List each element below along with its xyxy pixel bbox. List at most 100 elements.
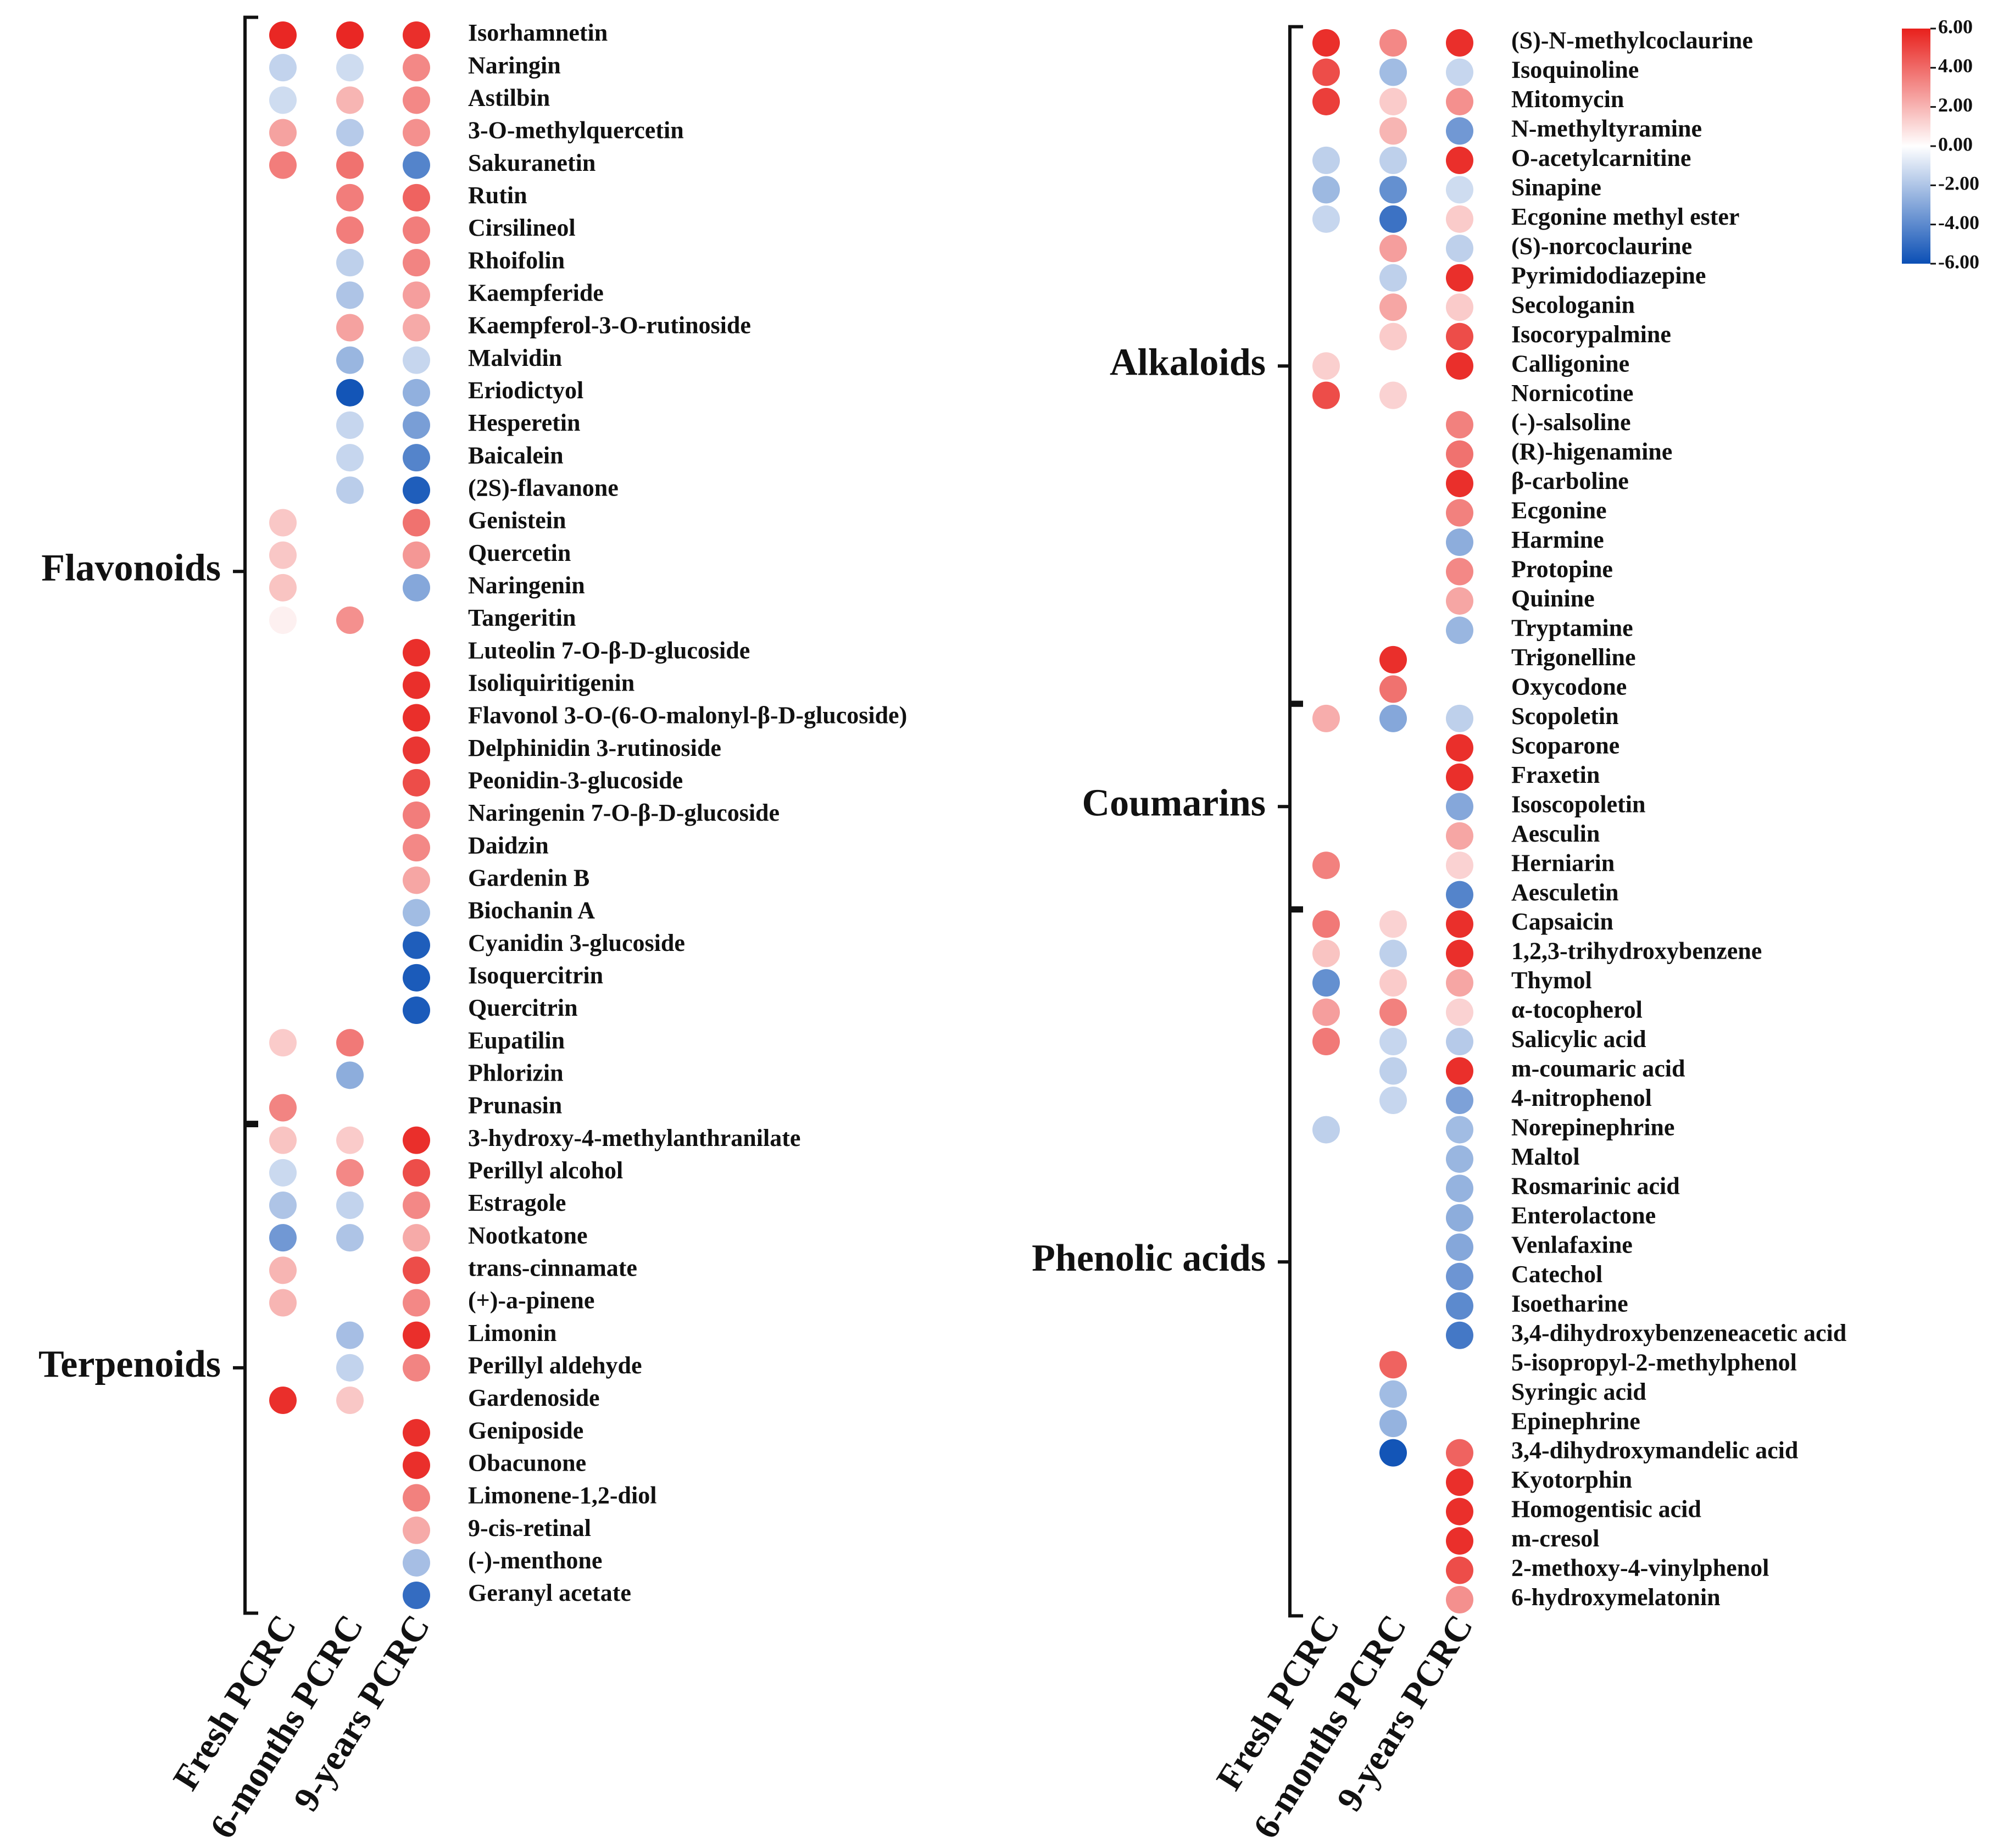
row-label: Perillyl alcohol: [468, 1157, 623, 1184]
row-label: Protopine: [1511, 556, 1613, 583]
row-label: Isoetharine: [1511, 1290, 1628, 1317]
heat-dot: [1446, 939, 1473, 967]
heat-dot: [336, 281, 364, 309]
heat-dot: [403, 1549, 430, 1577]
heat-dot: [403, 183, 430, 211]
group-label: Phenolic acids: [1032, 1237, 1266, 1279]
row-label: Ecgonine methyl ester: [1511, 203, 1739, 230]
heat-dot: [403, 1582, 430, 1609]
heat-dot: [1446, 587, 1473, 615]
row-label: α-tocopherol: [1511, 997, 1643, 1023]
row-label: Perillyl aldehyde: [468, 1352, 642, 1379]
heat-dot: [269, 1256, 297, 1284]
row-label: Naringin: [468, 52, 561, 79]
heat-dot: [1446, 176, 1473, 204]
row-label: Isocorypalmine: [1511, 321, 1671, 348]
heat-dot: [1446, 1233, 1473, 1261]
heat-dot: [1446, 1204, 1473, 1232]
row-label: (+)-a-pinene: [468, 1287, 594, 1314]
heat-dot: [1379, 675, 1407, 703]
row-label: (-)-menthone: [468, 1547, 602, 1574]
heat-dot: [403, 151, 430, 179]
heat-dot: [269, 1029, 297, 1057]
heat-dot: [1312, 87, 1340, 115]
heat-dot: [1379, 381, 1407, 409]
row-label: Syringic acid: [1511, 1378, 1646, 1405]
heat-dot: [1446, 58, 1473, 86]
heat-dot: [336, 151, 364, 179]
heat-dot: [336, 249, 364, 277]
row-label: Geniposide: [468, 1417, 583, 1444]
heat-dot: [403, 1321, 430, 1349]
heat-dot: [1446, 411, 1473, 439]
heat-dot: [403, 671, 430, 699]
heat-dot: [336, 1029, 364, 1057]
row-label: Gardenoside: [468, 1384, 600, 1411]
row-label: Prunasin: [468, 1092, 562, 1119]
row-label: 3-hydroxy-4-methylanthranilate: [468, 1125, 800, 1151]
heat-dot: [336, 444, 364, 472]
heat-dot: [1312, 58, 1340, 86]
heat-dot: [336, 119, 364, 147]
row-label: Ecgonine: [1511, 497, 1607, 524]
row-label: Aesculin: [1511, 820, 1600, 847]
row-label: Cirsilineol: [468, 214, 576, 241]
heat-dot: [1446, 616, 1473, 644]
row-label: Quercitrin: [468, 994, 578, 1021]
row-label: Calligonine: [1511, 350, 1629, 377]
row-label: 4-nitrophenol: [1511, 1084, 1652, 1111]
heat-dot: [1446, 1292, 1473, 1320]
row-label: Malvidin: [468, 344, 562, 371]
heat-dot: [1446, 1057, 1473, 1085]
row-label: Epinephrine: [1511, 1407, 1640, 1434]
heat-dot: [1446, 881, 1473, 909]
row-label: β-carboline: [1511, 467, 1629, 494]
heat-dot: [1446, 1586, 1473, 1613]
heat-dot: [1312, 1028, 1340, 1056]
heat-dot: [403, 314, 430, 342]
heat-dot: [1379, 1351, 1407, 1379]
colorbar-tick-label: -2.00: [1938, 172, 1979, 194]
heat-dot: [1446, 1145, 1473, 1173]
heat-dot: [403, 931, 430, 959]
row-label: Pyrimidodiazepine: [1511, 262, 1706, 289]
row-label: 3,4-dihydroxybenzeneacetic acid: [1511, 1320, 1846, 1346]
heat-dot: [1379, 1086, 1407, 1114]
heat-dot: [403, 964, 430, 992]
heat-dot: [1446, 1086, 1473, 1114]
row-label: Naringenin: [468, 572, 585, 599]
heat-dot: [403, 86, 430, 114]
heat-dot: [1446, 499, 1473, 527]
row-label: Nootkatone: [468, 1222, 588, 1249]
row-label: Sinapine: [1511, 174, 1601, 201]
row-label: N-methyltyramine: [1511, 115, 1702, 142]
heat-dot: [1379, 645, 1407, 673]
heat-dot: [1312, 851, 1340, 880]
row-label: Trigonelline: [1511, 644, 1636, 671]
row-label: Herniarin: [1511, 849, 1615, 876]
heat-dot: [403, 801, 430, 829]
heat-dot: [403, 866, 430, 894]
colorbar-tick-label: -6.00: [1938, 251, 1979, 272]
heat-dot: [1312, 910, 1340, 938]
heat-dot: [403, 834, 430, 862]
heat-dot: [403, 281, 430, 309]
heat-dot: [1312, 969, 1340, 997]
row-label: Scoparone: [1511, 732, 1619, 759]
row-label: Secologanin: [1511, 291, 1635, 318]
group-bracket: [1288, 25, 1303, 707]
row-label: (-)-salsoline: [1511, 409, 1631, 436]
heat-dot: [1379, 146, 1407, 174]
heat-dot: [336, 1224, 364, 1252]
heat-dot: [403, 899, 430, 927]
heat-dot: [269, 541, 297, 569]
row-label: 5-isopropyl-2-methylphenol: [1511, 1349, 1797, 1376]
heat-dot: [336, 216, 364, 244]
group-label: Alkaloids: [1110, 341, 1266, 383]
heat-dot: [1379, 117, 1407, 145]
heat-dot: [1446, 470, 1473, 498]
heat-dot: [403, 21, 430, 49]
heat-dot: [1379, 969, 1407, 997]
heat-dot: [1446, 1556, 1473, 1584]
